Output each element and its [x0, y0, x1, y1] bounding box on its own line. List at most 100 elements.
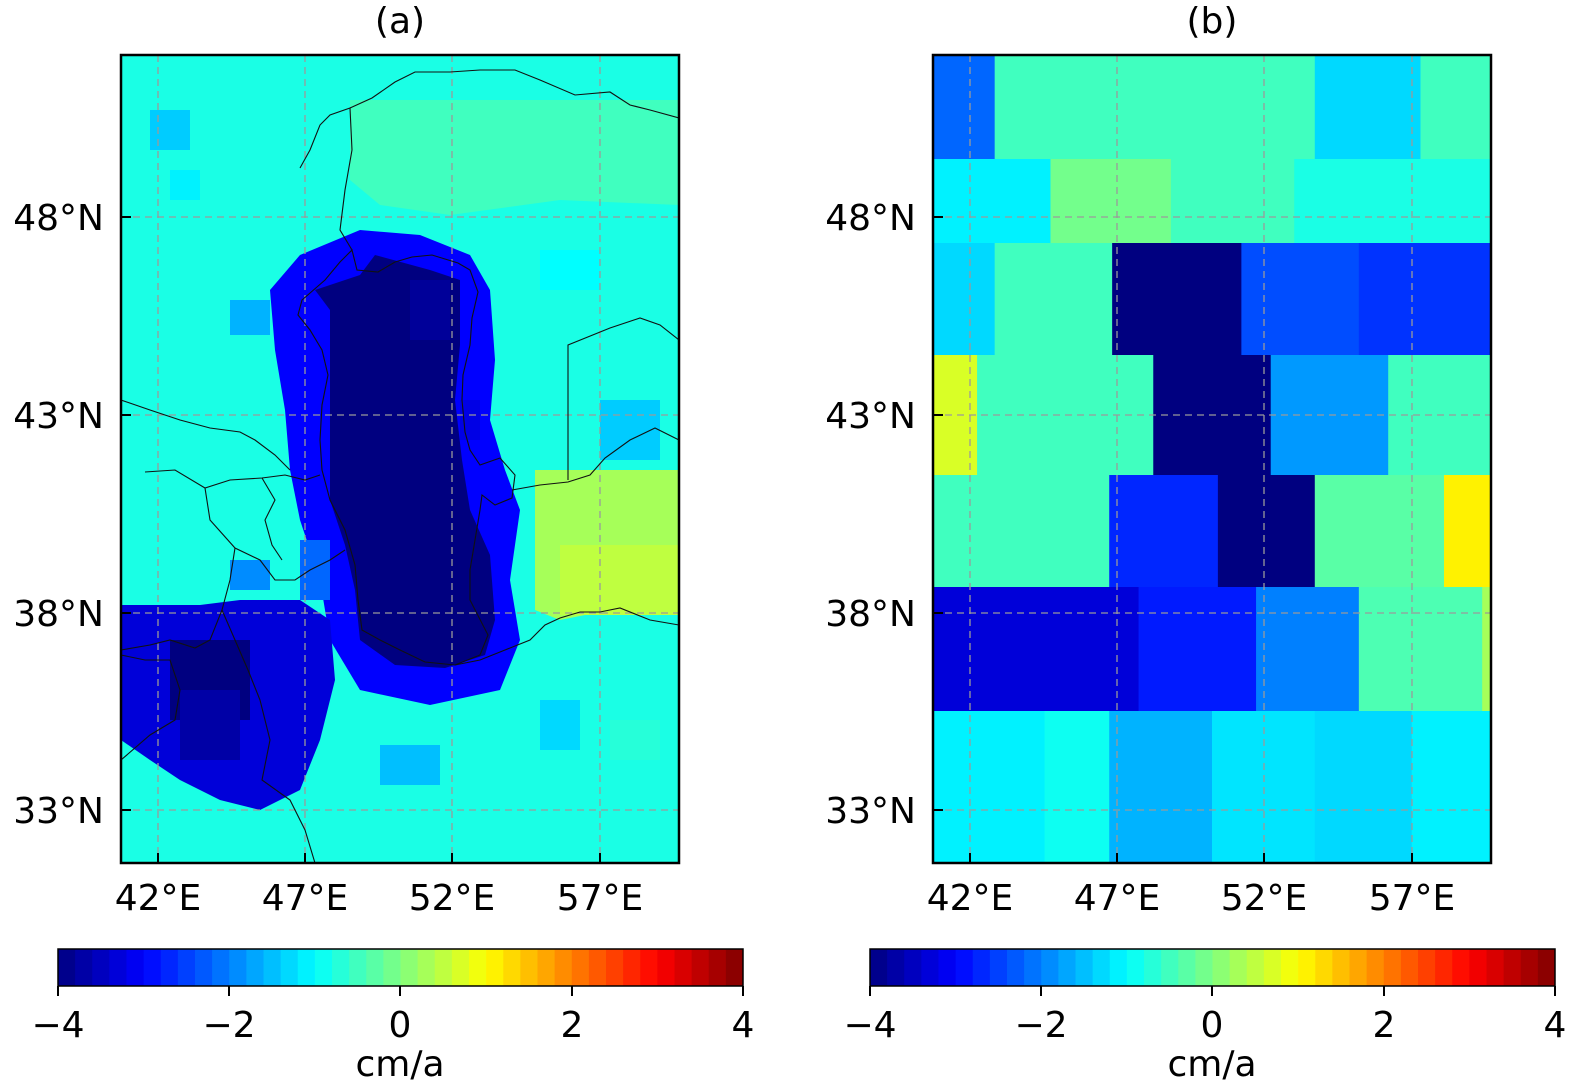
colorbar-step — [1537, 949, 1556, 986]
colorbar-step — [143, 949, 162, 986]
panel-a-frame — [119, 53, 681, 865]
panel-b-grid-cell — [1191, 55, 1316, 160]
panel-a-lon-label-47e: 47°E — [262, 878, 349, 919]
colorbar-step — [1469, 949, 1487, 986]
colorbar-step — [212, 949, 230, 986]
colorbar-step — [708, 949, 727, 986]
colorbar-step — [989, 949, 1008, 986]
panel-a-field — [121, 55, 679, 863]
colorbar-step — [109, 949, 127, 986]
colorbar-step — [1315, 949, 1333, 986]
colorbar-step — [503, 949, 521, 986]
panel-b-title: (b) — [1187, 1, 1238, 42]
panel-b-colorbar-tick-label: 0 — [1201, 1005, 1224, 1046]
colorbar-step — [921, 949, 939, 986]
colorbar-step — [691, 949, 710, 986]
panel-b-grid-cell — [1358, 587, 1483, 712]
panel-a-lon-label-57e: 57°E — [557, 878, 644, 919]
panel-b-grid-cell — [1109, 711, 1213, 863]
panel-b-colorbar-tick-label: −2 — [1014, 1005, 1067, 1046]
panel-a-title: (a) — [375, 1, 425, 42]
colorbar-step — [1058, 949, 1076, 986]
panel-b-grid-cell — [1444, 475, 1491, 588]
panel-a-field-patch — [350, 100, 679, 215]
panel-b-grid-cell — [1358, 243, 1491, 356]
colorbar-step — [1178, 949, 1196, 986]
colorbar-step — [280, 949, 299, 986]
panel-b-field — [933, 55, 1491, 863]
colorbar-step — [887, 949, 905, 986]
panel-a-colorbar-tick-label: 4 — [732, 1005, 755, 1046]
colorbar-step — [92, 949, 110, 986]
colorbar-step — [1281, 949, 1299, 986]
panel-a-field-cell — [560, 545, 679, 615]
panel-b-grid-cell — [933, 243, 996, 356]
colorbar-step — [1400, 949, 1419, 986]
colorbar-step — [349, 949, 367, 986]
colorbar-step — [400, 949, 419, 986]
panel-b-grid-cell — [933, 587, 1140, 712]
panel-b-lon-label-57e: 57°E — [1369, 878, 1456, 919]
panel-a-field-cell — [610, 720, 660, 760]
panel-b-grid-cell — [1170, 159, 1295, 244]
colorbar-step — [297, 949, 316, 986]
panel-b-grid-cell — [1314, 55, 1422, 160]
panel-b-grid-cell — [1294, 159, 1491, 244]
panel-a-lat-label-38n: 38°N — [13, 594, 104, 635]
colorbar-step — [1024, 949, 1042, 986]
panel-a-colorbar-ticks — [57, 986, 744, 996]
panel-b-gridlines — [933, 55, 1491, 863]
colorbar-step — [1332, 949, 1350, 986]
panel-b-grid-cell — [933, 159, 1052, 244]
panel-b-grid-cell — [994, 55, 1084, 160]
panel-b-colorbar-unit-label: cm/a — [1167, 1044, 1256, 1085]
colorbar-step — [938, 949, 957, 986]
colorbar-step — [1435, 949, 1453, 986]
colorbar-step — [177, 949, 196, 986]
colorbar-step — [1366, 949, 1385, 986]
panel-b-grid-cell — [1138, 587, 1257, 712]
panel-a-border-iran-turkmenistan — [454, 607, 679, 666]
panel-a-field-cell — [150, 110, 190, 150]
panel-b-grid-cell — [1314, 711, 1413, 863]
panel-b-grid-cell — [933, 475, 1110, 588]
colorbar-step — [1503, 949, 1522, 986]
panel-a-field-cell — [540, 250, 600, 290]
panel-a-lat-label-33n: 33°N — [13, 791, 104, 832]
colorbar-step — [1109, 949, 1128, 986]
colorbar-step — [1041, 949, 1059, 986]
colorbar-step — [623, 949, 641, 986]
colorbar-step — [1126, 949, 1145, 986]
colorbar-step — [195, 949, 213, 986]
panel-b-grid-cell — [1050, 159, 1172, 244]
colorbar-step — [246, 949, 264, 986]
colorbar-step — [1520, 949, 1539, 986]
colorbar-step — [657, 949, 675, 986]
colorbar-step — [571, 949, 590, 986]
panel-a-field-cell — [410, 280, 450, 340]
panel-b-grid-cell — [933, 711, 1046, 863]
colorbar-step — [58, 949, 76, 986]
colorbar-step — [1452, 949, 1470, 986]
panel-a-colorbar-tick-label: 0 — [389, 1005, 412, 1046]
colorbar-step — [1007, 949, 1025, 986]
panel-b-grid-cell — [1411, 711, 1491, 863]
colorbar-step — [1229, 949, 1248, 986]
colorbar-step — [520, 949, 538, 986]
colorbar-step — [1383, 949, 1402, 986]
panel-a-border-azerbaijan-inner — [261, 477, 283, 561]
colorbar-step — [1349, 949, 1368, 986]
colorbar-step — [1298, 949, 1316, 986]
panel-b-colorbar-tick-label: 4 — [1544, 1005, 1567, 1046]
colorbar-step — [640, 949, 658, 986]
colorbar-step — [263, 949, 282, 986]
colorbar-step — [1486, 949, 1505, 986]
panel-b-lat-label-33n: 33°N — [825, 791, 916, 832]
panel-a-lat-label-48n: 48°N — [13, 198, 104, 239]
panel-b-grid-cell — [1314, 475, 1445, 588]
colorbar-step — [417, 949, 436, 986]
colorbar-step — [469, 949, 487, 986]
panel-a-axis-ticks — [121, 216, 601, 863]
colorbar-step — [554, 949, 573, 986]
